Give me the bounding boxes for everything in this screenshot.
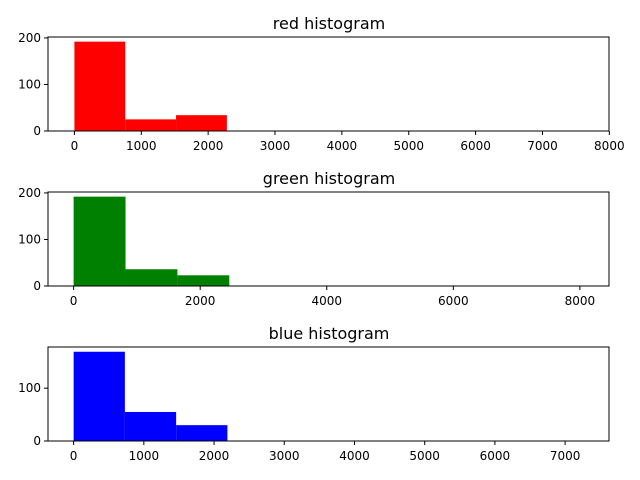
blue-histogram-x-tick-label: 2000 [199,449,230,463]
green-histogram-y-tick-label: 200 [18,186,41,200]
green-histogram-x-tick-label: 0 [70,294,78,308]
blue-histogram-y-tick-label: 100 [18,381,41,395]
green-histogram-bar-3 [177,275,230,286]
blue-histogram-x-tick-label: 1000 [129,449,160,463]
red-histogram-x-tick-label: 2000 [193,139,224,153]
red-histogram-bar-3 [176,115,227,131]
green-histogram-y-tick-label: 100 [18,232,41,246]
red-histogram-x-axis: 0 1000 2000 3000 4000 5000 6000 7000 8000 [71,131,625,153]
blue-histogram-bar-2 [124,411,177,441]
red-histogram-y-tick-label: 0 [33,124,41,138]
red-histogram-x-tick-label: 0 [71,139,79,153]
red-histogram-bar-1 [74,41,126,131]
blue-histogram-plot-frame [47,346,610,442]
blue-histogram-x-tick-label: 0 [70,449,78,463]
blue-histogram-title: blue histogram [269,324,390,343]
red-histogram-y-tick-label: 100 [18,77,41,91]
red-histogram-x-tick-label: 3000 [260,139,291,153]
blue-histogram-bars [73,351,228,441]
green-histogram-x-tick-label: 6000 [438,294,469,308]
green-histogram-bars [73,196,230,286]
blue-histogram-y-axis: 0 100 [18,381,48,448]
red-histogram-x-tick-label: 4000 [327,139,358,153]
green-histogram-x-axis: 0 2000 4000 6000 8000 [70,286,595,308]
blue-histogram-y-tick-label: 0 [33,434,41,448]
blue-histogram-x-axis: 0 1000 2000 3000 4000 5000 6000 7000 [70,441,581,463]
red-histogram-panel: red histogram 0 1000 2000 3000 4000 5000 6000 7… [18,14,625,153]
blue-histogram-x-tick-label: 6000 [480,449,511,463]
green-histogram-x-tick-label: 2000 [185,294,216,308]
red-histogram-x-tick-label: 8000 [594,139,625,153]
red-histogram-title: red histogram [273,14,385,33]
green-histogram-y-axis: 0 100 200 [18,186,48,293]
green-histogram-x-tick-label: 4000 [311,294,342,308]
blue-histogram-x-tick-label: 3000 [269,449,300,463]
red-histogram-y-tick-label: 200 [18,31,41,45]
green-histogram-y-tick-label: 0 [33,279,41,293]
red-histogram-plot-frame [47,36,610,132]
red-histogram-x-tick-label: 5000 [393,139,424,153]
red-histogram-y-axis: 0 100 200 [18,31,48,138]
blue-histogram-bar-1 [73,351,125,441]
blue-histogram-x-tick-label: 4000 [339,449,370,463]
red-histogram-bars [74,41,227,131]
red-histogram-x-tick-label: 6000 [460,139,491,153]
blue-histogram-x-tick-label: 7000 [550,449,581,463]
green-histogram-bar-1 [73,196,126,286]
green-histogram-plot-frame [47,191,610,287]
green-histogram-x-tick-label: 8000 [565,294,596,308]
green-histogram-panel: green histogram 0 2000 4000 6000 8000 0 100 20… [18,169,610,308]
green-histogram-title: green histogram [263,169,395,188]
red-histogram-x-tick-label: 1000 [126,139,157,153]
red-histogram-x-tick-label: 7000 [527,139,558,153]
blue-histogram-bar-3 [176,425,228,441]
red-histogram-bar-2 [125,119,177,131]
green-histogram-bar-2 [125,269,178,286]
blue-histogram-x-tick-label: 5000 [409,449,440,463]
blue-histogram-panel: blue histogram 0 1000 2000 3000 4000 5000 6000… [18,324,610,463]
